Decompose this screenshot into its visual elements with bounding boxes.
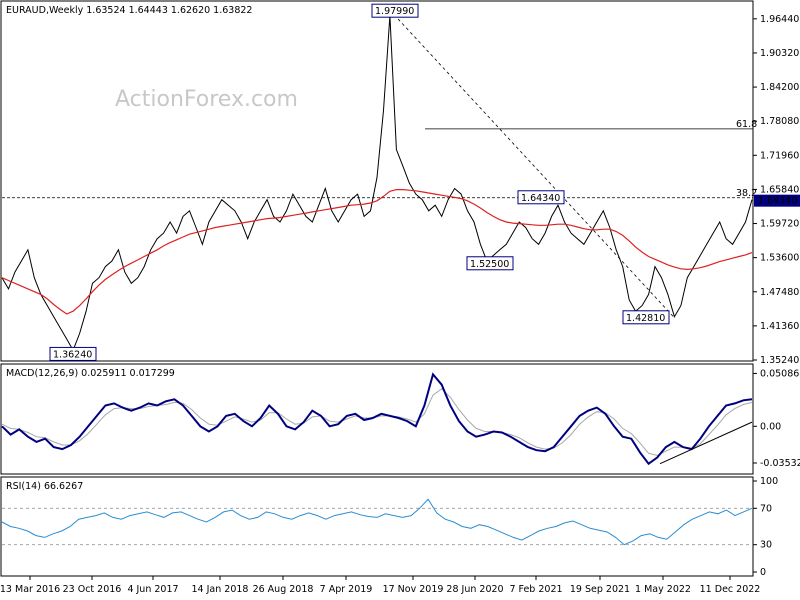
- price-y-tick-label: 1.71960: [760, 150, 799, 161]
- fib-level-label: 38.2: [736, 188, 757, 199]
- price-y-tick-label: 1.78080: [760, 116, 799, 127]
- macd-panel: MACD(12,26,9) 0.025911 0.017299 0.050863…: [0, 363, 800, 475]
- chart-header: EURAUD,Weekly 1.63524 1.64443 1.62620 1.…: [6, 5, 252, 16]
- annotation-label: 1.64340: [521, 193, 560, 204]
- macd-y-tick-label: -0.035322: [760, 458, 800, 469]
- price-panel: EURAUD,Weekly 1.63524 1.64443 1.62620 1.…: [0, 0, 800, 366]
- rsi-y-tick-label: 30: [760, 540, 772, 551]
- fib-level-label: 61.8: [736, 119, 757, 130]
- macd-panel-frame: [0, 363, 754, 475]
- rsi-y-tick-label: 70: [760, 503, 772, 514]
- annotation-box: [49, 346, 97, 361]
- annotation-box: [517, 190, 565, 205]
- macd-label: MACD(12,26,9) 0.025911 0.017299: [6, 368, 175, 379]
- annotation-label: 1.36240: [53, 349, 92, 360]
- annotation-box: [622, 310, 670, 325]
- price-y-axis: 1.96440 1.90320 1.84200 1.78080 1.71960 1.658…: [753, 14, 799, 366]
- macd-y-axis: 0.050863 0.00 -0.035322: [753, 368, 800, 469]
- price-y-tick-label: 1.41360: [760, 321, 799, 332]
- rsi-y-tick-label: 0: [760, 567, 766, 578]
- price-panel-frame: [0, 0, 754, 362]
- macd-series-group: [1, 372, 753, 466]
- x-tick-label: 14 Jan 2018: [192, 584, 249, 595]
- macd-y-tick-label: 0.00: [760, 421, 781, 432]
- price-y-tick-label: 1.53600: [760, 253, 799, 264]
- price-downtrend-line: [389, 9, 675, 319]
- current-price-label: 1.64340: [758, 196, 797, 207]
- rsi-panel: RSI(14) 66.6267 100 70 30 0: [0, 476, 778, 578]
- x-tick-label: 13 Mar 2016: [0, 584, 60, 595]
- downtrend-dashed-line: [389, 9, 675, 319]
- price-y-tick-label: 1.90320: [760, 48, 799, 59]
- price-reference-lines: 61.838.21.64340: [2, 119, 800, 207]
- x-tick-label: 4 Jun 2017: [127, 584, 178, 595]
- annotation-label: 1.42810: [626, 313, 665, 324]
- x-tick-label: 26 Aug 2018: [253, 584, 314, 595]
- rsi-series-group: [1, 498, 753, 546]
- x-tick-label: 1 May 2022: [635, 584, 691, 595]
- macd-y-tick-label: 0.050863: [760, 368, 800, 379]
- price-y-tick-label: 1.65840: [760, 184, 799, 195]
- price-annotations: 1.97990 1.36240 1.52500 1.64340 1.42810: [49, 3, 670, 361]
- rsi-y-axis: 100 70 30 0: [753, 476, 778, 578]
- annotation-label: 1.97990: [375, 6, 414, 17]
- rsi-y-tick-label: 100: [760, 476, 778, 487]
- current-price-marker: [754, 194, 800, 207]
- price-y-tick-label: 1.84200: [760, 82, 799, 93]
- price-y-tick-label: 1.59720: [760, 219, 799, 230]
- price-series-group: [1, 15, 753, 352]
- price-y-tick-label: 1.96440: [760, 14, 799, 25]
- price-y-tick-label: 1.35240: [760, 355, 799, 366]
- annotation-box: [466, 256, 514, 271]
- x-tick-label: 23 Oct 2016: [63, 584, 122, 595]
- x-tick-label: 7 Feb 2021: [509, 584, 562, 595]
- x-tick-label: 28 Jun 2020: [446, 584, 503, 595]
- x-tick-label: 17 Nov 2019: [383, 584, 444, 595]
- price-y-tick-label: 1.47480: [760, 287, 799, 298]
- rsi-label: RSI(14) 66.6267: [6, 481, 83, 492]
- annotation-box: [371, 3, 419, 18]
- rsi-line: [1, 498, 753, 546]
- watermark: ActionForex.com: [115, 87, 298, 112]
- x-axis: 13 Mar 2016 23 Oct 2016 4 Jun 2017 14 Jan 2…: [0, 576, 760, 595]
- x-tick-label: 7 Apr 2019: [320, 584, 373, 595]
- rsi-panel-frame: [0, 476, 754, 577]
- annotation-label: 1.52500: [470, 259, 509, 270]
- x-tick-label: 19 Sep 2021: [570, 584, 630, 595]
- moving-average-line: [1, 189, 753, 315]
- price-line: [1, 15, 753, 352]
- macd-support-trendline: [659, 421, 753, 465]
- macd-line: [1, 372, 753, 466]
- x-tick-label: 11 Dec 2022: [700, 584, 761, 595]
